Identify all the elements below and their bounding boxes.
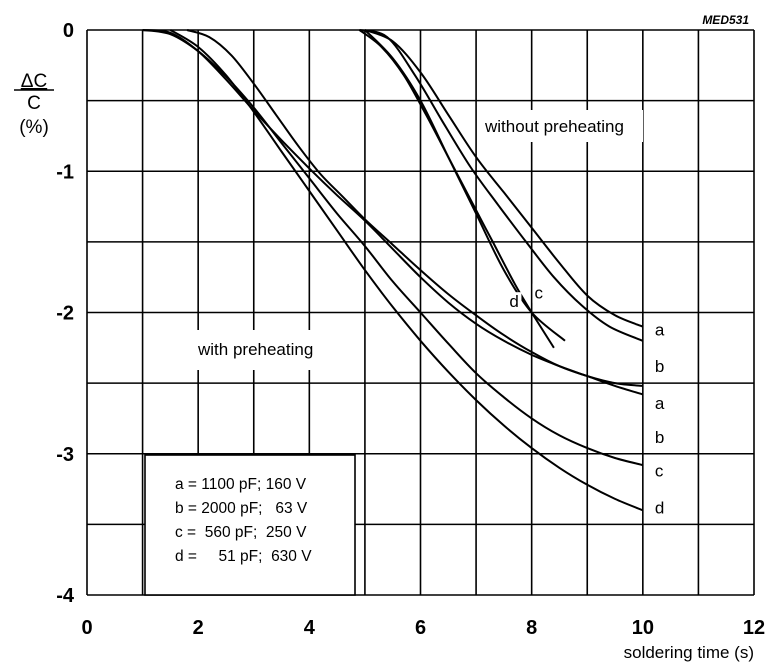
curve-b-with-preheating (142, 29, 644, 396)
curve-b-without-preheating (359, 29, 644, 342)
legend-entry-d: d = 51 pF; 630 V (175, 548, 312, 565)
curve-d-without-preheating (358, 29, 555, 349)
legend-entry-a: a = 1100 pF; 160 V (175, 476, 307, 493)
y-axis-label-delta-c: ΔC (21, 71, 47, 92)
curve-label-b: b (655, 357, 664, 376)
x-tick-label: 4 (304, 617, 316, 639)
curve-label-bg (652, 393, 667, 413)
curve-label-d: d (655, 498, 664, 517)
curve-label-b: b (655, 428, 664, 447)
legend-entry-b: b = 2000 pF; 63 V (175, 500, 308, 517)
curve-label-c: c (534, 284, 543, 303)
x-tick-label: 6 (415, 617, 426, 639)
curve-label-a: a (655, 394, 665, 413)
curve-d-with-preheating (169, 29, 644, 512)
x-tick-label: 0 (81, 617, 92, 639)
x-tick-label: 12 (743, 617, 765, 639)
curve-label-c: c (655, 462, 664, 481)
legend-entry-c: c = 560 pF; 250 V (175, 524, 307, 541)
without-preheating-box (478, 110, 643, 142)
x-tick-label: 8 (526, 617, 537, 639)
curves (142, 29, 644, 512)
y-tick-label: -2 (56, 303, 74, 325)
curve-label-bg (652, 461, 667, 481)
curve-label-bg (652, 320, 667, 340)
curve-label-bg (652, 357, 667, 377)
x-axis-label: soldering time (s) (624, 643, 754, 662)
with-preheating-label: with preheating (197, 340, 313, 359)
curve-label-bg (652, 427, 667, 447)
y-axis-label-unit: (%) (19, 117, 49, 138)
y-tick-label: -3 (56, 444, 74, 466)
curve-a-without-preheating (364, 29, 644, 328)
curve-label-bg (652, 498, 667, 518)
figure-code: MED531 (702, 13, 749, 27)
with-preheating-box (145, 330, 345, 370)
y-axis-label-c: C (27, 93, 41, 114)
without-preheating-label: without preheating (484, 117, 624, 136)
curve-label-a: a (655, 320, 665, 339)
curve-label-d: d (509, 292, 518, 311)
x-tick-label: 10 (632, 617, 654, 639)
x-tick-label: 2 (193, 617, 204, 639)
y-tick-label: 0 (63, 20, 74, 42)
curve-label-bg (532, 283, 547, 303)
curve-label-bg (507, 292, 522, 312)
y-tick-label: -1 (56, 161, 74, 183)
tick-labels: 0 2 4 6 8 10 12 0 -1 -2 -3 -4 (56, 20, 765, 639)
legend-box (144, 454, 356, 596)
y-tick-label: -4 (56, 585, 75, 607)
